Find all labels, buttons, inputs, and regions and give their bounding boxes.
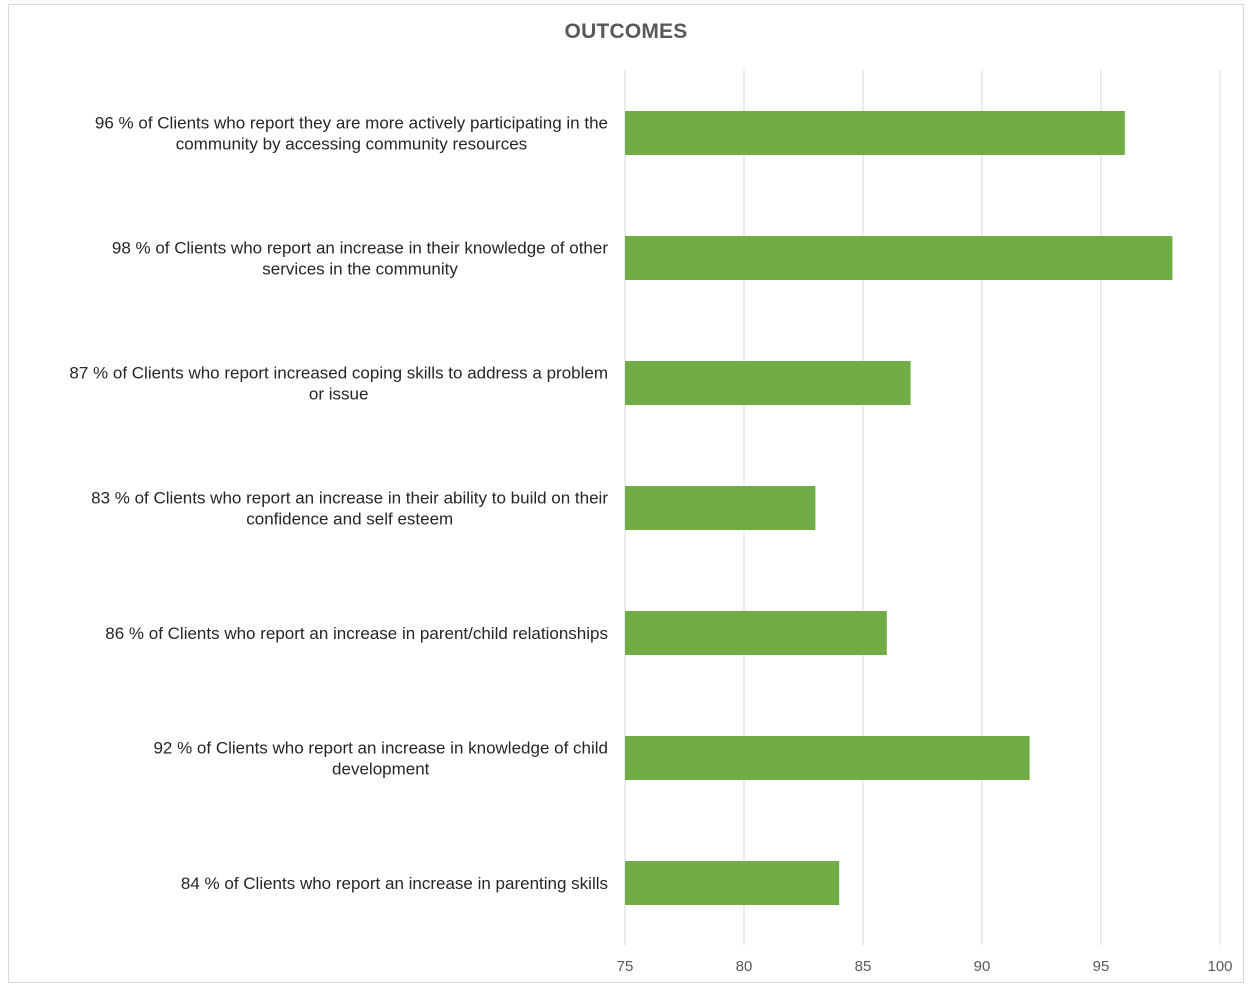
bar: [625, 736, 1030, 780]
bar: [625, 486, 816, 530]
category-label: or issue: [309, 385, 369, 404]
x-tick-label: 80: [736, 958, 753, 975]
category-label: 86 % of Clients who report an increase i…: [105, 624, 608, 643]
bar: [625, 361, 911, 405]
x-tick-label: 100: [1207, 958, 1232, 975]
category-label: 96 % of Clients who report they are more…: [95, 114, 608, 133]
category-label: development: [332, 760, 430, 779]
category-label: 92 % of Clients who report an increase i…: [153, 739, 608, 758]
x-tick-label: 90: [974, 958, 991, 975]
x-tick-label: 75: [617, 958, 634, 975]
bar: [625, 236, 1173, 280]
bar: [625, 111, 1125, 155]
category-label: community by accessing community resourc…: [176, 135, 527, 154]
chart-title: OUTCOMES: [564, 20, 688, 43]
category-label: confidence and self esteem: [246, 510, 453, 529]
x-tick-label: 85: [855, 958, 872, 975]
x-axis-ticks: 75 80 85 90 95 100: [617, 958, 1233, 975]
category-label: 98 % of Clients who report an increase i…: [112, 239, 608, 258]
category-labels: 96 % of Clients who report they are more…: [69, 114, 608, 894]
category-label: services in the community: [262, 260, 458, 279]
bar: [625, 861, 840, 905]
category-label: 83 % of Clients who report an increase i…: [91, 489, 608, 508]
category-label: 84 % of Clients who report an increase i…: [181, 874, 608, 893]
x-tick-label: 95: [1093, 958, 1110, 975]
bar: [625, 611, 887, 655]
category-label: 87 % of Clients who report increased cop…: [69, 364, 608, 383]
bars: [625, 111, 1173, 905]
